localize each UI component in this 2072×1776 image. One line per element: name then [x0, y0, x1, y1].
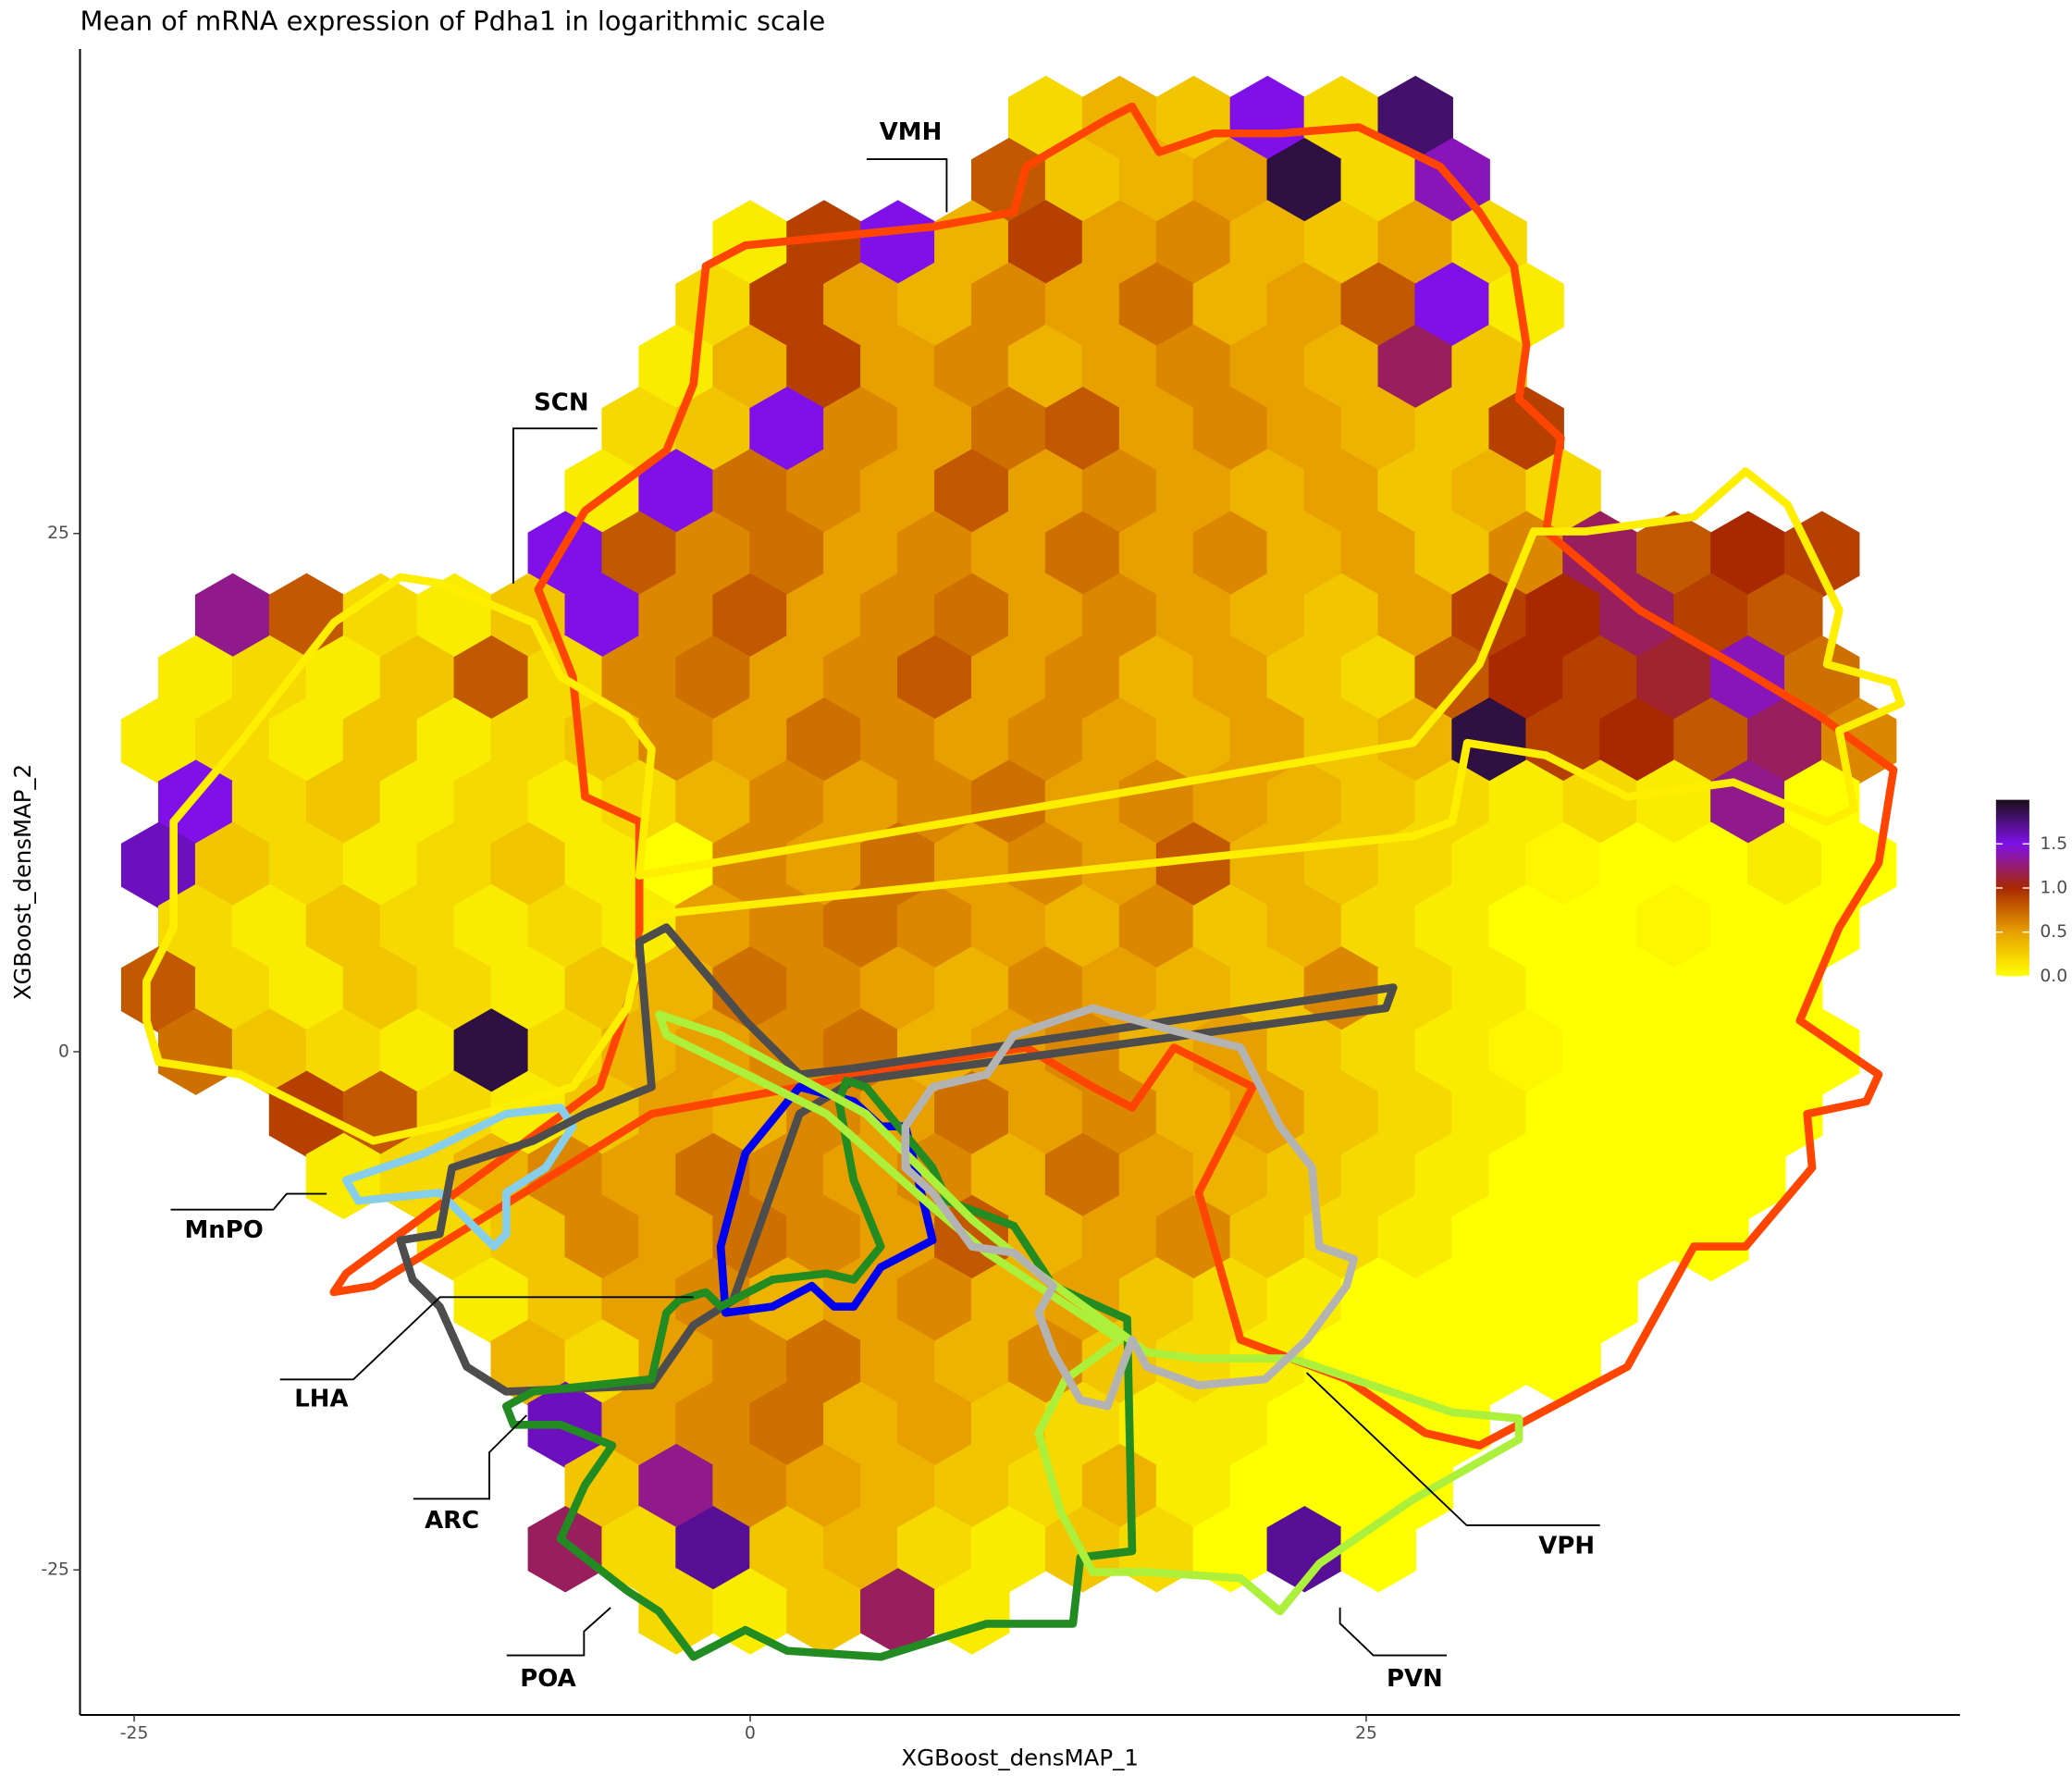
colorbar-tick-label: 1.5	[2040, 834, 2067, 854]
x-tick-label: 0	[745, 1724, 756, 1744]
x-tick-label: -25	[120, 1724, 149, 1744]
leader-line	[1305, 1372, 1600, 1526]
colorbar-tick-label: 0.0	[2040, 967, 2067, 986]
region-outline	[329, 102, 1898, 1449]
y-tick-label: 25	[47, 524, 69, 543]
region-label: LHA	[294, 1385, 348, 1412]
region-outline	[142, 467, 1906, 1145]
chart-title: Mean of mRNA expression of Pdha1 in loga…	[80, 5, 825, 36]
region-label: VPH	[1538, 1532, 1595, 1560]
leader-line	[413, 1414, 528, 1500]
y-tick-label: -25	[41, 1560, 69, 1580]
hex	[1525, 1319, 1601, 1406]
axes: -25 0 25 -25 0 25	[41, 49, 1960, 1744]
colorbar-tick-label: 1.0	[2040, 879, 2067, 898]
region-outline	[396, 923, 1398, 1396]
region-label: MnPO	[185, 1216, 264, 1244]
hex	[1673, 1194, 1749, 1282]
region-outline	[341, 1104, 577, 1251]
y-tick-label: 0	[58, 1042, 69, 1062]
region-label: POA	[520, 1665, 575, 1693]
x-axis-title: XGBoost_densMAP_1	[901, 1744, 1139, 1770]
colorbar-tick-label: 0.5	[2040, 922, 2067, 942]
x-tick-label: 25	[1355, 1724, 1377, 1744]
region-label: PVN	[1387, 1665, 1443, 1693]
region-label: ARC	[425, 1507, 479, 1535]
leader-line	[279, 1296, 694, 1381]
hex-layer	[120, 75, 1897, 1655]
leader-line	[170, 1192, 327, 1211]
region-outline	[901, 1004, 1358, 1411]
colorbar: 0.0 0.5 1.0 1.5	[1995, 799, 2067, 986]
region-label: SCN	[534, 388, 588, 416]
y-axis-title: XGBoost_densMAP_2	[9, 764, 36, 1000]
hex	[1340, 1506, 1417, 1593]
region-layer	[142, 102, 1906, 1661]
leader-line	[866, 158, 948, 213]
region-label: VMH	[880, 118, 943, 146]
leader-line	[506, 1607, 611, 1657]
annotation-layer: VMH SCN MnPO LHA ARC POA PVN VPH	[170, 118, 1600, 1693]
leader-line	[512, 427, 598, 584]
leader-line	[1338, 1607, 1447, 1657]
